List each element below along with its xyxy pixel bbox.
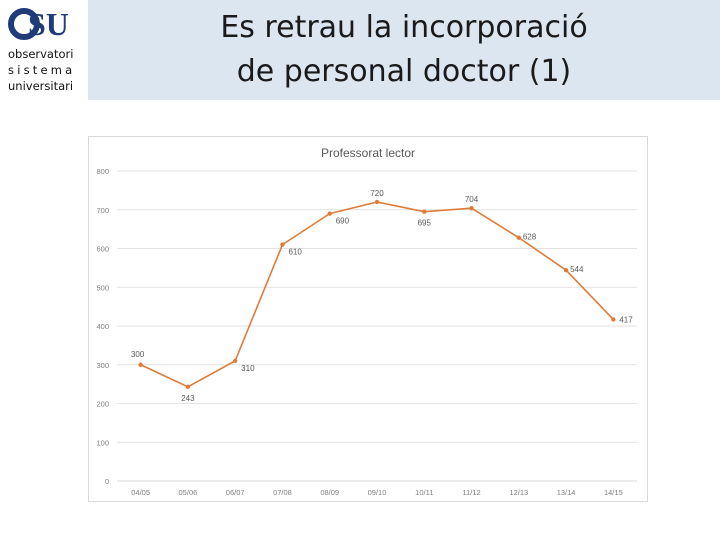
data-point bbox=[563, 268, 569, 273]
series-line bbox=[140, 201, 614, 388]
data-label: 544 bbox=[570, 265, 584, 274]
y-tick-label: 800 bbox=[96, 167, 109, 176]
data-point bbox=[516, 235, 522, 240]
osu-logo: SU observatori sistema universitari bbox=[6, 4, 86, 98]
data-point bbox=[138, 362, 143, 367]
slide-title-line-2: de personal doctor (1) bbox=[236, 54, 572, 89]
data-label: 695 bbox=[418, 219, 432, 228]
data-label: 310 bbox=[241, 364, 255, 373]
title-band bbox=[88, 0, 720, 100]
osu-logo-mark: SU bbox=[8, 6, 69, 42]
data-point bbox=[232, 358, 238, 364]
y-tick-label: 400 bbox=[96, 322, 109, 331]
data-label: 628 bbox=[523, 233, 537, 242]
x-tick-label: 14/15 bbox=[604, 488, 623, 497]
data-point bbox=[327, 211, 332, 216]
y-tick-label: 700 bbox=[96, 206, 109, 215]
x-tick-label: 05/06 bbox=[179, 488, 198, 497]
y-tick-label: 300 bbox=[96, 361, 109, 370]
y-tick-label: 100 bbox=[96, 438, 109, 447]
x-tick-label: 10/11 bbox=[415, 488, 433, 497]
logo-text-line-2: sistema bbox=[8, 63, 76, 77]
data-label: 610 bbox=[288, 248, 302, 257]
x-tick-label: 07/08 bbox=[273, 488, 292, 497]
x-tick-label: 04/05 bbox=[131, 488, 150, 497]
y-tick-label: 500 bbox=[96, 283, 109, 292]
data-label: 690 bbox=[336, 217, 350, 226]
series-layer bbox=[138, 199, 616, 390]
slide-header: Es retrau la incorporació de personal do… bbox=[0, 0, 720, 100]
y-tick-label: 200 bbox=[96, 400, 109, 409]
data-point bbox=[422, 209, 427, 214]
data-point bbox=[374, 199, 380, 205]
label-layer: 0 100 200 300 400 500 600 700 800 04/05 05/06 06/07… bbox=[96, 167, 633, 497]
y-tick-label: 600 bbox=[96, 245, 109, 254]
data-label: 300 bbox=[131, 350, 145, 359]
data-point bbox=[280, 242, 285, 247]
logo-text-line-3: universitari bbox=[8, 79, 74, 93]
x-tick-label: 13/14 bbox=[557, 488, 576, 497]
data-point bbox=[611, 317, 616, 322]
data-label: 243 bbox=[181, 394, 195, 403]
x-tick-label: 06/07 bbox=[226, 488, 245, 497]
y-tick-label: 0 bbox=[105, 477, 109, 486]
grid-layer bbox=[117, 170, 637, 482]
slide-title: Es retrau la incorporació de personal do… bbox=[88, 6, 720, 94]
x-tick-label: 08/09 bbox=[320, 488, 339, 497]
slide-title-line-1: Es retrau la incorporació bbox=[220, 10, 588, 45]
chart-svg: Professorat lector 0 100 200 300 400 500 600 70… bbox=[96, 146, 637, 497]
x-tick-label: 12/13 bbox=[509, 488, 528, 497]
data-point bbox=[185, 384, 191, 390]
data-point bbox=[469, 206, 474, 211]
chart-title: Professorat lector bbox=[321, 146, 415, 160]
logo-mark-letters: SU bbox=[28, 6, 69, 42]
x-tick-label: 11/12 bbox=[462, 488, 480, 497]
data-label: 417 bbox=[619, 315, 633, 324]
logo-text-line-1: observatori bbox=[8, 47, 74, 61]
data-label: 704 bbox=[465, 195, 479, 204]
x-tick-label: 09/10 bbox=[368, 488, 387, 497]
data-label: 720 bbox=[370, 189, 384, 198]
line-chart: Professorat lector 0 100 200 300 400 500 600 70… bbox=[88, 136, 648, 502]
